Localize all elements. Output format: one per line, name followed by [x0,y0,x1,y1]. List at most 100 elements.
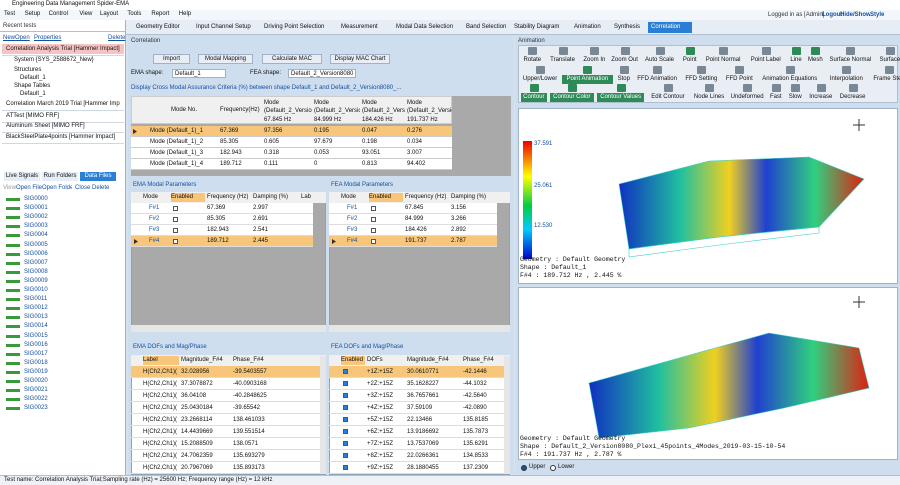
checkbox[interactable] [343,465,348,470]
tab[interactable]: Modal Data Selection [396,24,454,30]
checkbox[interactable] [173,206,178,211]
tool-button[interactable]: Point [682,57,697,63]
tab[interactable]: Synthesis [614,24,641,30]
user-button[interactable]: Style [870,12,885,18]
signal-item[interactable]: SIG0011 [24,296,48,303]
checkbox[interactable] [343,441,348,446]
tool-button[interactable]: Fast [769,94,782,100]
radio[interactable] [521,465,527,471]
signal-item[interactable]: SIG0014 [24,323,48,330]
action-link[interactable]: Delete [108,35,126,41]
menu-item[interactable]: Setup [24,11,41,17]
menu-item[interactable]: Tools [127,11,142,17]
tool-button[interactable]: Node Lines [693,94,725,100]
dropdown[interactable]: Default_1 [172,69,226,78]
button[interactable]: Modal Mapping [198,54,253,64]
file-action[interactable]: Open Folder [42,185,72,191]
signal-item[interactable]: SIG0022 [24,396,48,403]
tool-button[interactable]: Interpolation [829,76,863,82]
signal-item[interactable]: SIG0021 [24,387,48,394]
radio[interactable] [550,465,556,471]
dropdown[interactable]: Default_2_Version8080 [288,69,356,78]
menu-item[interactable]: View [79,11,93,17]
tool-button[interactable]: FFD Setting [685,76,718,82]
radio-label[interactable]: Lower [558,464,575,470]
signal-item[interactable]: SIG0001 [24,205,48,212]
signal-item[interactable]: SIG0018 [24,359,48,366]
tree-item[interactable]: System {SYS_2588672_New} [14,57,94,63]
signal-item[interactable]: SIG0010 [24,287,48,293]
tab[interactable]: Driving Point Selection [264,24,325,30]
checkbox[interactable] [343,417,348,422]
signal-item[interactable]: SIG0008 [24,268,48,275]
file-action[interactable]: Open File [16,185,43,191]
menu-item[interactable]: Layout [100,11,119,17]
tool-button[interactable]: Point Animation [562,75,613,84]
checkbox[interactable] [173,217,178,222]
tool-button[interactable]: Contour Color [549,93,594,102]
tab[interactable]: Input Channel Setup [196,24,251,30]
menu-item[interactable]: Control [48,11,68,17]
checkbox[interactable] [343,453,348,458]
tool-button[interactable]: Point Normal [705,57,741,63]
user-button[interactable]: Hide/Show [840,12,870,18]
tool-button[interactable]: Frame Step [873,76,900,82]
tool-button[interactable]: Decrease [839,94,866,100]
tree-item[interactable]: ATTest [MIMO FRF] [6,113,59,119]
tool-button[interactable]: Undeformed [730,94,764,100]
button[interactable]: Display MAC Chart [330,54,390,64]
button[interactable]: Calculate MAC [262,54,322,64]
signal-item[interactable]: SIG0019 [24,368,48,375]
radio-label[interactable]: Upper [529,464,546,470]
tool-button[interactable]: Auto Scale [644,57,675,63]
action-link[interactable]: New [3,35,16,41]
tool-button[interactable]: Surface Normal [829,57,872,63]
side-tab[interactable]: Data Files [80,172,116,181]
checkbox[interactable] [343,405,348,410]
tool-button[interactable]: Upper/Lower [522,76,558,82]
tree-item[interactable]: Correlation March 2019 Trial [Hammer Imp… [6,101,120,107]
checkbox[interactable] [173,228,178,233]
signal-item[interactable]: SIG0013 [24,314,48,321]
side-tab[interactable]: Run Folders [42,172,78,181]
checkbox[interactable] [371,228,376,233]
signal-item[interactable]: SIG0015 [24,332,48,339]
tool-button[interactable]: Point Label [750,57,781,63]
action-link[interactable]: Open [15,35,30,41]
file-action[interactable]: Close [75,185,91,191]
checkbox[interactable] [371,217,376,222]
tree-item[interactable]: Aluminum Sheet [MIMO FRF] [6,123,85,129]
tool-button[interactable]: Slow [788,94,802,100]
tree-item[interactable]: Default_1 [20,91,46,97]
file-action[interactable]: Delete [92,185,110,191]
tab[interactable]: Stability Diagram [514,24,560,30]
tree-item[interactable]: Correlation Analysis Trial [Hammer Impac… [6,46,120,52]
tool-button[interactable]: FFD Point [725,76,753,82]
signal-item[interactable]: SIG0012 [24,305,48,312]
tree-item[interactable]: BlackSteelPlate4points [Hammer Impact] [6,134,116,140]
signal-item[interactable]: SIG0009 [24,277,48,284]
menu-item[interactable]: Test [4,11,16,17]
action-link[interactable]: Properties [34,35,62,41]
tool-button[interactable]: Rotate [523,57,542,63]
side-tab[interactable]: Live Signals [4,172,40,181]
tool-button[interactable]: FFD Animation [637,76,677,82]
tree-item[interactable]: Structures [14,67,42,73]
user-button[interactable]: Logout [822,12,843,18]
tool-button[interactable]: Stop [617,76,630,82]
signal-item[interactable]: SIG0020 [24,378,48,384]
checkbox[interactable] [343,369,348,374]
tool-button[interactable]: Increase [809,94,833,100]
signal-item[interactable]: SIG0016 [24,341,48,348]
tool-button[interactable]: Contour Values [597,93,645,102]
checkbox[interactable] [343,429,348,434]
tool-button[interactable]: Translate [550,57,575,63]
signal-item[interactable]: SIG0023 [24,405,48,412]
signal-item[interactable]: SIG0006 [24,250,48,257]
tab[interactable]: Correlation [648,22,692,33]
signal-item[interactable]: SIG0017 [24,350,48,357]
tool-button[interactable]: Contour [521,93,547,102]
tool-button[interactable]: Mesh [808,57,823,63]
tab[interactable]: Measurement [341,24,378,30]
checkbox[interactable] [343,393,348,398]
